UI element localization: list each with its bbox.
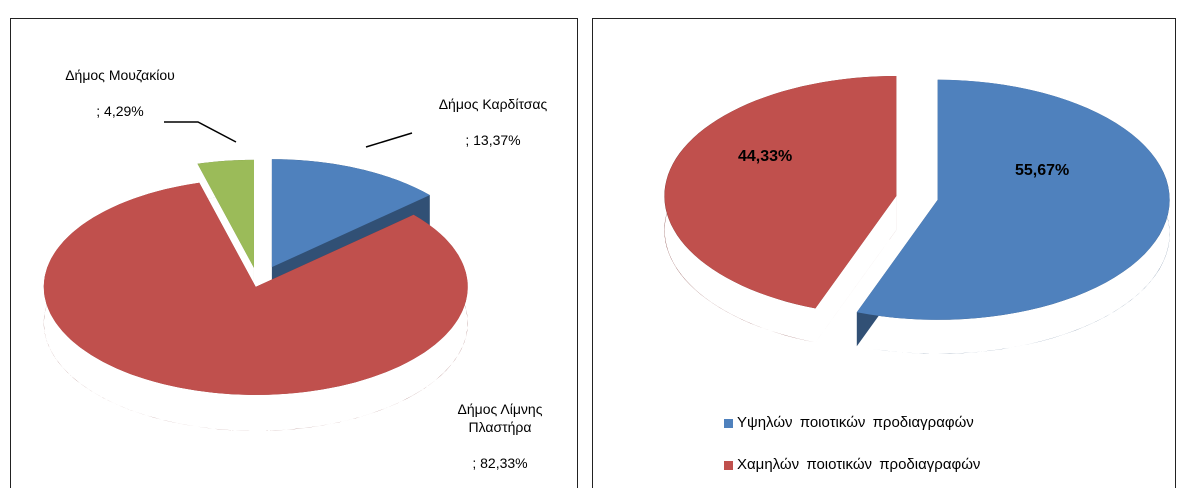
value-label: 44,33% [738, 148, 793, 165]
value-label: ; 4,29% [96, 103, 144, 119]
legend-swatch [724, 461, 733, 470]
slice-label: Δήμος Λίμνης Πλαστήρα [457, 401, 543, 435]
value-label: ; 13,37% [465, 132, 521, 148]
legend-swatch [724, 419, 733, 428]
value-label: ; 82,33% [472, 455, 528, 471]
leader-line [365, 132, 413, 148]
slice-label: Δήμος Καρδίτσας [438, 96, 548, 112]
slice [197, 159, 254, 268]
slice [664, 76, 897, 309]
slice [271, 159, 430, 268]
slice [856, 79, 1170, 320]
slice [43, 182, 468, 395]
value-label: 55,67% [1015, 162, 1070, 179]
leader-line [164, 121, 237, 143]
slice-label: Δήμος Μουζακίου [65, 67, 175, 83]
legend-label: Χαμηλών ποιοτικών προδιαγραφών [737, 456, 981, 473]
legend-label: Υψηλών ποιοτικών προδιαγραφών [737, 414, 974, 431]
